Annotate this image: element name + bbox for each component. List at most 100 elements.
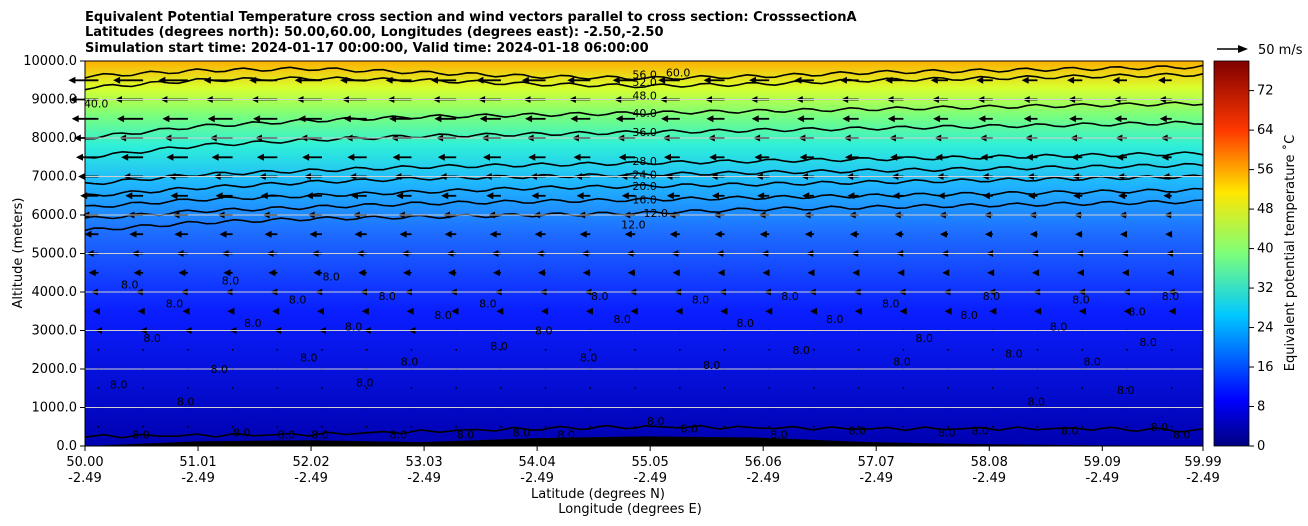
wind-vector-head — [1077, 269, 1085, 277]
wind-vector-head — [799, 153, 807, 161]
wind-vector-head — [987, 269, 995, 277]
wind-vector — [947, 425, 949, 428]
wind-vector-head — [68, 76, 76, 84]
wind-vector — [991, 387, 994, 390]
wind-vector-head — [268, 269, 276, 277]
x-tick-lat: 50.00 — [66, 455, 103, 470]
contour-label: 8.0 — [647, 415, 665, 428]
wind-vector — [1170, 387, 1173, 390]
contour-24 — [84, 162, 1204, 197]
wind-vector — [723, 425, 726, 428]
wind-vector — [857, 425, 860, 428]
colorbar-tick-label: 0 — [1257, 439, 1265, 454]
contour-label: 16.0 — [632, 194, 657, 207]
wind-vector-head — [343, 115, 351, 123]
wind-vector-head — [570, 115, 578, 123]
contour-label: 8.0 — [132, 428, 150, 441]
wind-vector-head — [942, 269, 950, 277]
wind-vector-head — [317, 307, 325, 315]
wind-vector-head — [223, 269, 231, 277]
wind-vector-head — [489, 230, 497, 238]
wind-vector — [1036, 387, 1039, 390]
wind-vector — [857, 387, 860, 390]
wind-vector-head — [117, 115, 125, 123]
contour-label: 8.0 — [177, 396, 195, 409]
wind-vector — [500, 425, 502, 428]
contour-label: 8.0 — [143, 332, 161, 345]
wind-vector — [321, 425, 323, 428]
x-tick-lat: 52.02 — [292, 455, 329, 470]
contour-label: 40.0 — [84, 97, 109, 110]
contour-label: 8.0 — [1162, 290, 1180, 303]
wind-vector-head — [1075, 230, 1083, 238]
wind-vector-head — [666, 192, 674, 200]
wind-vector-head — [309, 230, 317, 238]
wind-vector-head — [264, 230, 272, 238]
wind-vector-head — [1166, 269, 1174, 277]
contour-label: 8.0 — [1061, 425, 1079, 438]
wind-vector-head — [358, 269, 366, 277]
contour-label: 8.0 — [1028, 396, 1046, 409]
wind-vector-head — [486, 192, 494, 200]
wind-vector — [1126, 387, 1128, 390]
wind-vector-head — [944, 307, 952, 315]
wind-vector-head — [894, 230, 902, 238]
x-tick-lat: 55.05 — [632, 455, 669, 470]
y-tick-label: 5000.0 — [32, 247, 78, 262]
contour-label: 8.0 — [848, 425, 866, 438]
wind-vector-head — [260, 192, 268, 200]
wind-vector-head — [897, 269, 905, 277]
wind-vector-head — [1073, 192, 1081, 200]
contour-label: 8.0 — [121, 278, 139, 291]
wind-vector — [813, 387, 815, 390]
wind-vector-head — [1027, 192, 1035, 200]
wind-vector-head — [984, 230, 992, 238]
wind-vector-head — [658, 76, 666, 84]
wind-vector-head — [84, 230, 92, 238]
contour-label: 8.0 — [770, 428, 788, 441]
chart-title: Equivalent Potential Temperature cross s… — [85, 10, 857, 56]
contour-label: 48.0 — [632, 90, 657, 103]
wind-vector — [589, 425, 592, 428]
wind-vector-head — [1112, 76, 1120, 84]
contour-label: 60.0 — [666, 67, 691, 80]
contour-label: 8.0 — [233, 427, 251, 440]
contour-label: 8.0 — [1005, 348, 1023, 361]
colorbar — [1213, 60, 1250, 447]
wind-vector-head — [129, 230, 137, 238]
wind-vector — [410, 425, 413, 428]
wind-vector-head — [749, 76, 757, 84]
wind-vector — [1170, 425, 1173, 428]
wind-vector-head — [354, 230, 362, 238]
wind-vector-head — [765, 307, 773, 315]
wind-vector-head — [170, 192, 178, 200]
contour-label: 8.0 — [345, 321, 363, 334]
wind-vector-head — [1025, 153, 1033, 161]
wind-vector-head — [989, 307, 997, 315]
wind-vector-head — [396, 192, 404, 200]
wind-vector-head — [302, 153, 310, 161]
contour-label: 8.0 — [1117, 384, 1135, 397]
wind-vector-head — [92, 307, 100, 315]
wind-vector-head — [933, 115, 941, 123]
x-tick-lon: -2.49 — [972, 471, 1006, 486]
contour-label: 24.0 — [632, 169, 657, 182]
wind-vector — [902, 348, 905, 351]
wind-vector-head — [794, 76, 802, 84]
wind-vector-head — [1165, 230, 1173, 238]
wind-vector-head — [939, 230, 947, 238]
wind-vector-head — [804, 230, 812, 238]
wind-vector-head — [714, 230, 722, 238]
colorbar-tick-label: 72 — [1257, 84, 1274, 99]
wind-vector-head — [759, 230, 767, 238]
x-tick-lon: -2.49 — [294, 471, 328, 486]
wind-vector — [589, 387, 592, 390]
x-tick-lat: 56.06 — [745, 455, 782, 470]
wind-vector — [365, 425, 368, 428]
wind-vector — [902, 425, 905, 428]
x-tick-lat: 59.99 — [1184, 455, 1221, 470]
x-tick-lon: -2.49 — [181, 471, 215, 486]
wind-vector-head — [579, 230, 587, 238]
x-axis-label-lon: Longitude (degrees E) — [558, 502, 702, 517]
title-line-3: Simulation start time: 2024-01-17 00:00:… — [85, 41, 649, 56]
